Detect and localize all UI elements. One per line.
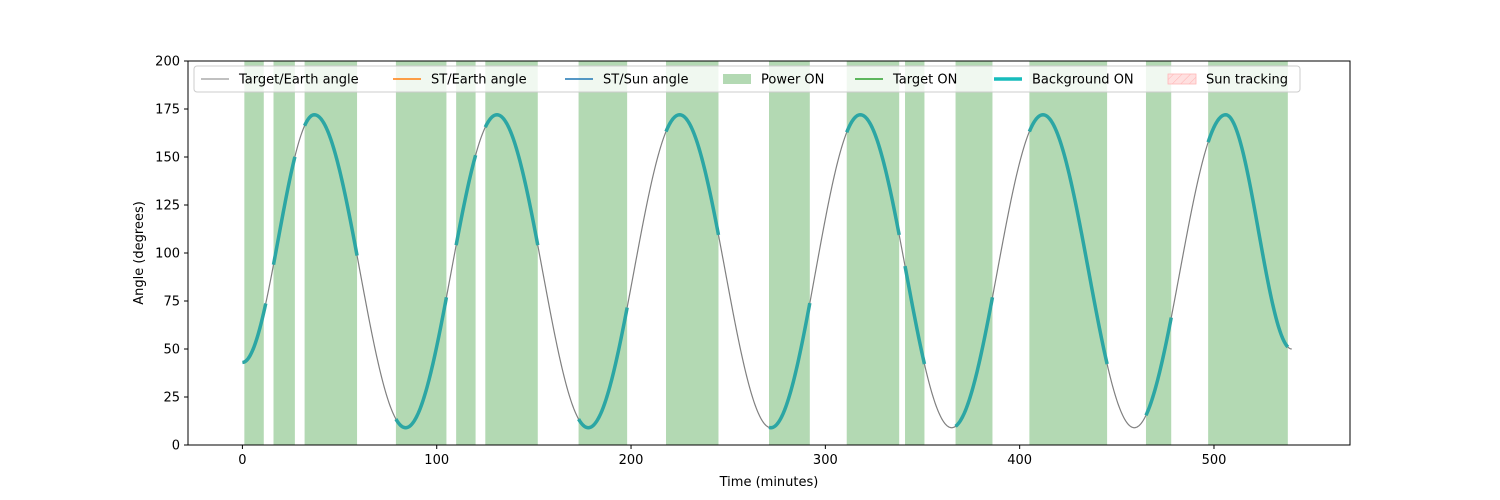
background-on-segment	[664, 113, 721, 236]
background-on-segment	[577, 307, 629, 430]
power-on-span	[1145, 61, 1172, 445]
legend-label: ST/Sun angle	[603, 73, 689, 88]
background-on-segment	[1206, 112, 1290, 349]
power-on-span	[578, 61, 628, 445]
power-on-span	[395, 61, 447, 445]
background-on-segment	[483, 113, 540, 246]
power-on-span	[1029, 61, 1108, 445]
y-tick-label: 125	[155, 199, 180, 214]
background-on-layer	[242, 112, 1290, 430]
y-tick-label: 100	[155, 247, 180, 262]
x-tick-label: 500	[1202, 453, 1227, 468]
x-tick-label: 0	[238, 453, 246, 468]
legend-handle	[723, 74, 751, 84]
power-on-span	[769, 61, 810, 445]
y-tick-label: 25	[163, 391, 180, 406]
y-tick-label: 150	[155, 151, 180, 166]
power-on-span	[666, 61, 719, 445]
x-tick-label: 100	[424, 453, 449, 468]
y-tick-label: 75	[163, 295, 180, 310]
x-tick-label: 200	[619, 453, 644, 468]
power-on-span	[456, 61, 476, 445]
legend-label: Background ON	[1032, 73, 1134, 88]
power-on-span	[273, 61, 295, 445]
legend-handle	[1167, 73, 1197, 85]
y-tick-label: 0	[172, 439, 180, 454]
power-on-span	[1208, 61, 1288, 445]
legend-label: Sun tracking	[1206, 73, 1288, 88]
y-tick-label: 50	[163, 343, 180, 358]
background-on-segment	[768, 302, 812, 430]
y-tick-label: 200	[155, 55, 180, 70]
y-tick-label: 175	[155, 103, 180, 118]
legend: Target/Earth angle ST/Earth angle ST/Sun a…	[193, 65, 1301, 93]
power-on-span	[846, 61, 900, 445]
background-on-segment	[242, 303, 268, 365]
x-axis-label: Time (minutes)	[719, 475, 819, 490]
background-on-segment	[954, 296, 995, 428]
background-on-segment	[271, 156, 297, 266]
background-on-segment	[454, 154, 478, 246]
legend-label: ST/Earth angle	[431, 73, 527, 88]
legend-label: Power ON	[761, 73, 824, 88]
legend-label: Target/Earth angle	[238, 73, 359, 88]
background-on-segment	[1027, 113, 1109, 365]
background-on-segment	[1144, 317, 1173, 417]
axes-ticks: 0 100 200 300 400 500 0 25 50 75 100 125 150 175 200	[155, 55, 1226, 469]
y-axis-label: Angle (degrees)	[132, 201, 147, 305]
background-on-segment	[903, 265, 927, 365]
background-on-segment	[303, 113, 359, 256]
legend-label: Target ON	[892, 73, 957, 88]
power-on-layer	[244, 61, 1288, 445]
x-tick-label: 300	[813, 453, 838, 468]
power-on-span	[905, 61, 925, 445]
background-on-segment	[394, 296, 449, 430]
power-on-span	[485, 61, 538, 445]
background-on-segment	[845, 113, 901, 236]
power-on-span	[244, 61, 264, 445]
power-on-span	[304, 61, 358, 445]
x-tick-label: 400	[1007, 453, 1032, 468]
